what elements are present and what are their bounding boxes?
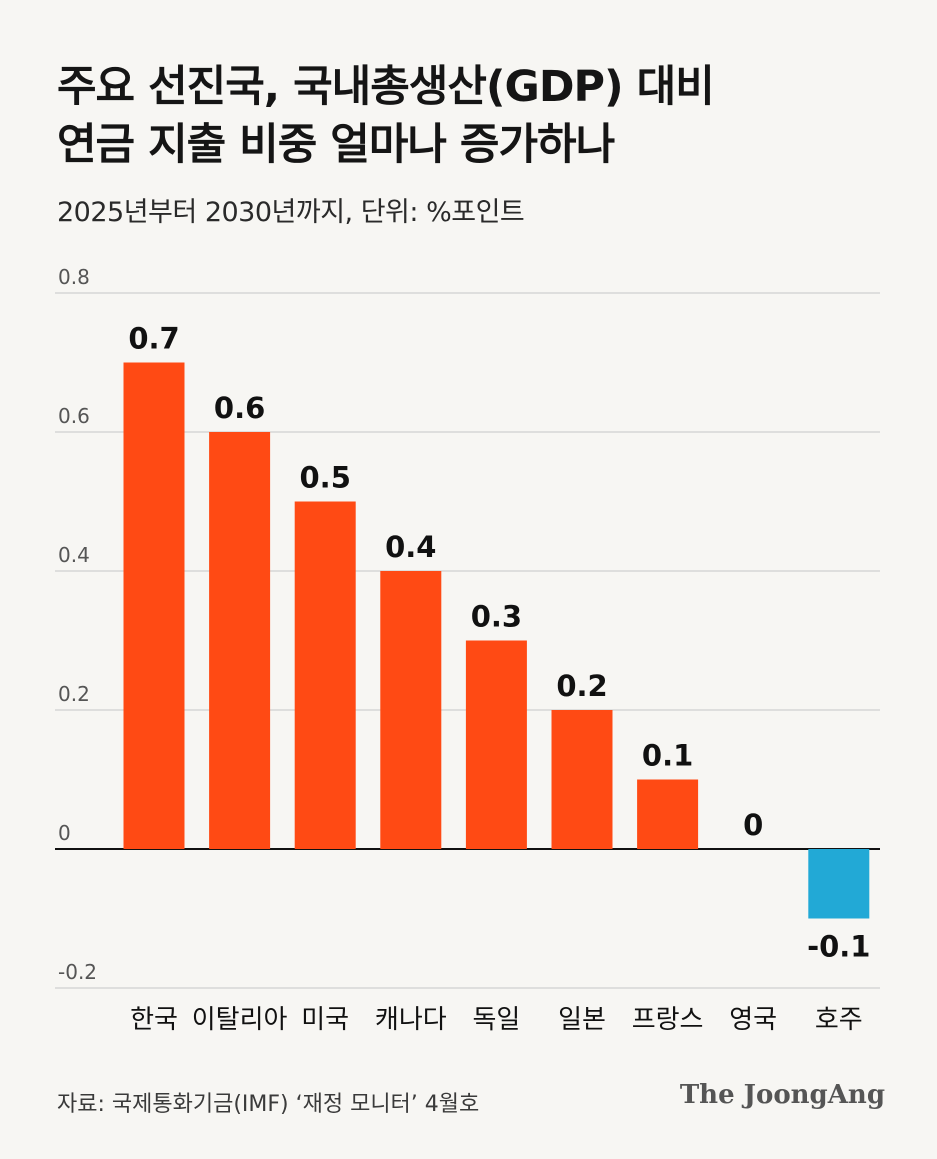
data-label: 0	[743, 808, 763, 842]
bar	[123, 362, 185, 849]
bar	[637, 779, 699, 849]
data-label: 0.5	[300, 461, 351, 495]
x-category-label: 일본	[558, 1005, 606, 1035]
data-label: 0.6	[214, 391, 265, 425]
brand-logo: The JoongAng	[679, 1080, 885, 1110]
x-category-label: 영국	[729, 1005, 777, 1035]
y-tick-label: 0.2	[58, 682, 90, 706]
y-tick-label: -0.2	[58, 960, 97, 984]
x-category-label: 호주	[815, 1005, 863, 1035]
data-label: 0.4	[385, 530, 436, 564]
data-label: 0.2	[556, 669, 607, 703]
bar	[465, 640, 527, 849]
bar	[551, 710, 613, 849]
bar	[808, 849, 870, 919]
bar	[380, 571, 442, 849]
chart-title-line-2: 연금 지출 비중 얼마나 증가하나	[57, 120, 615, 170]
x-category-label: 프랑스	[632, 1005, 704, 1035]
data-label: 0.1	[642, 739, 693, 773]
data-label: -0.1	[807, 930, 870, 964]
x-category-label: 독일	[472, 1005, 520, 1035]
y-tick-label: 0	[58, 821, 71, 845]
bar	[209, 432, 271, 849]
x-category-label: 캐나다	[375, 1005, 447, 1035]
y-tick-label: 0.4	[58, 543, 90, 567]
chart-subtitle: 2025년부터 2030년까지, 단위: %포인트	[57, 197, 525, 228]
data-label: 0.3	[471, 600, 522, 634]
x-category-label: 이탈리아	[192, 1005, 288, 1035]
data-label: 0.7	[128, 322, 179, 356]
x-category-label: 미국	[301, 1005, 349, 1035]
bar	[294, 501, 356, 849]
y-tick-label: 0.6	[58, 404, 90, 428]
chart-title-line-1: 주요 선진국, 국내총생산(GDP) 대비	[57, 62, 715, 112]
y-tick-label: 0.8	[58, 265, 90, 289]
x-category-label: 한국	[130, 1005, 178, 1035]
source-note: 자료: 국제통화기금(IMF) ‘재정 모니터’ 4월호	[57, 1092, 480, 1117]
bar-chart: 0.8 0.6 0.4 0.2 0 -0.2 0.7 한국 0.6 이탈리아 0.5 미국 0.4 캐나다…	[55, 265, 880, 1035]
